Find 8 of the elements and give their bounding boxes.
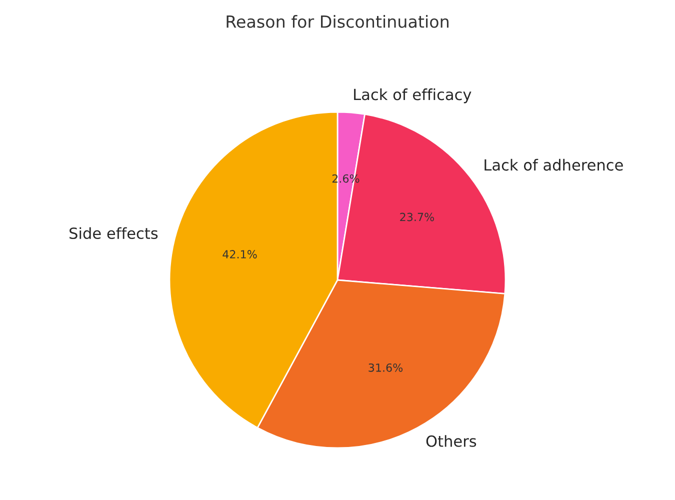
slice-label: Side effects: [70, 227, 158, 240]
slice-label: Others: [426, 435, 476, 447]
chart-title: Reason for Discontinuation: [226, 15, 448, 28]
slice-label: Lack of efficacy: [354, 88, 472, 104]
data-label: 31.6%: [368, 363, 403, 372]
slice-label: Lack of adherence: [484, 158, 623, 171]
data-label: 42.1%: [222, 250, 257, 258]
data-label: 23.7%: [400, 212, 434, 222]
